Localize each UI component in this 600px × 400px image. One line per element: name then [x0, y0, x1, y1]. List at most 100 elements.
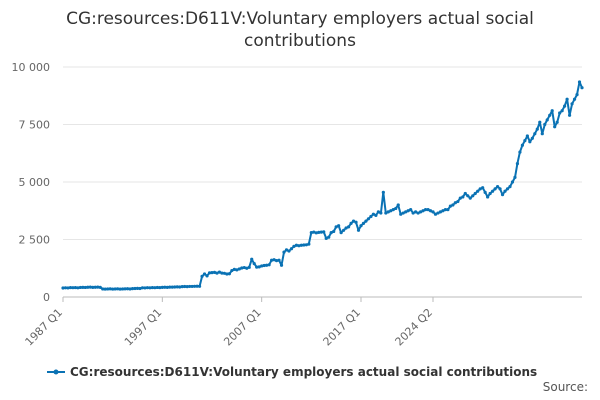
data-point[interactable]	[292, 244, 296, 248]
data-point[interactable]	[282, 250, 286, 254]
data-point[interactable]	[468, 196, 472, 200]
data-point[interactable]	[423, 208, 428, 212]
data-point[interactable]	[322, 230, 326, 234]
data-point[interactable]	[135, 286, 140, 290]
data-point[interactable]	[68, 285, 73, 290]
data-point[interactable]	[508, 185, 512, 189]
data-point[interactable]	[327, 235, 331, 239]
data-point[interactable]	[245, 266, 249, 270]
data-point[interactable]	[180, 285, 184, 289]
data-point[interactable]	[155, 285, 159, 290]
data-point[interactable]	[500, 193, 505, 197]
data-point[interactable]	[61, 286, 65, 290]
data-point[interactable]	[138, 286, 142, 291]
data-point[interactable]	[255, 265, 259, 269]
data-point[interactable]	[448, 204, 452, 208]
data-point[interactable]	[426, 208, 430, 212]
data-point[interactable]	[111, 287, 115, 291]
data-point[interactable]	[503, 189, 507, 193]
data-point[interactable]	[570, 102, 574, 106]
data-point[interactable]	[404, 210, 408, 214]
data-point[interactable]	[125, 287, 130, 291]
data-point[interactable]	[309, 231, 313, 235]
data-point[interactable]	[193, 284, 197, 288]
data-point[interactable]	[498, 187, 502, 191]
data-point[interactable]	[346, 225, 351, 229]
data-point[interactable]	[483, 190, 487, 194]
data-point[interactable]	[183, 284, 187, 289]
data-point[interactable]	[466, 194, 470, 198]
data-point[interactable]	[550, 109, 554, 113]
data-point[interactable]	[78, 285, 82, 290]
data-point[interactable]	[222, 271, 227, 275]
data-point[interactable]	[98, 285, 102, 289]
data-point[interactable]	[523, 139, 527, 143]
data-point[interactable]	[339, 231, 343, 235]
data-point[interactable]	[297, 244, 301, 248]
data-point[interactable]	[250, 257, 254, 261]
data-point[interactable]	[530, 136, 534, 140]
data-point[interactable]	[200, 274, 204, 278]
data-point[interactable]	[123, 287, 127, 291]
data-point[interactable]	[476, 189, 480, 193]
data-point[interactable]	[202, 272, 207, 276]
data-point[interactable]	[108, 287, 112, 291]
data-point[interactable]	[81, 285, 85, 289]
data-point[interactable]	[545, 118, 549, 122]
data-point[interactable]	[386, 210, 390, 214]
data-point[interactable]	[555, 120, 559, 124]
data-point[interactable]	[463, 191, 467, 196]
legend[interactable]: CG:resources:D611V:Voluntary employers a…	[47, 365, 537, 379]
data-point[interactable]	[553, 125, 557, 129]
data-point[interactable]	[215, 271, 219, 275]
data-point[interactable]	[227, 272, 231, 276]
data-point[interactable]	[252, 262, 256, 266]
data-point[interactable]	[364, 219, 368, 223]
data-point[interactable]	[178, 285, 182, 289]
data-point[interactable]	[207, 271, 212, 275]
data-point[interactable]	[374, 213, 378, 217]
data-point[interactable]	[401, 211, 405, 215]
data-point[interactable]	[153, 286, 157, 290]
data-point[interactable]	[334, 225, 338, 229]
data-point[interactable]	[473, 191, 477, 196]
data-point[interactable]	[302, 243, 306, 247]
data-point[interactable]	[319, 230, 323, 234]
data-point[interactable]	[279, 263, 284, 267]
data-point[interactable]	[165, 285, 169, 289]
data-point[interactable]	[342, 228, 346, 232]
data-point[interactable]	[116, 287, 120, 291]
data-point[interactable]	[505, 187, 510, 191]
data-point[interactable]	[158, 285, 162, 290]
data-point[interactable]	[394, 206, 398, 211]
data-point[interactable]	[543, 122, 547, 127]
data-point[interactable]	[510, 180, 515, 184]
data-point[interactable]	[563, 104, 567, 108]
data-point[interactable]	[337, 224, 341, 228]
data-point[interactable]	[106, 287, 110, 291]
data-point[interactable]	[269, 258, 274, 262]
data-point[interactable]	[101, 287, 105, 291]
data-point[interactable]	[220, 271, 224, 275]
data-point[interactable]	[535, 127, 539, 131]
data-point[interactable]	[441, 209, 445, 213]
data-point[interactable]	[232, 267, 236, 271]
data-point[interactable]	[71, 286, 75, 290]
data-point[interactable]	[195, 284, 199, 288]
data-point[interactable]	[520, 143, 525, 147]
data-point[interactable]	[572, 97, 577, 101]
data-point[interactable]	[493, 187, 497, 191]
data-point[interactable]	[399, 212, 403, 216]
data-point[interactable]	[451, 203, 455, 207]
data-point[interactable]	[481, 186, 485, 190]
data-point[interactable]	[150, 285, 154, 290]
data-point[interactable]	[361, 221, 366, 225]
data-point[interactable]	[274, 259, 279, 263]
data-point[interactable]	[513, 175, 517, 179]
data-point[interactable]	[299, 243, 303, 247]
data-point[interactable]	[456, 199, 460, 204]
data-point[interactable]	[140, 286, 145, 290]
data-point[interactable]	[225, 272, 229, 276]
data-point[interactable]	[376, 210, 380, 214]
data-point[interactable]	[113, 287, 117, 291]
